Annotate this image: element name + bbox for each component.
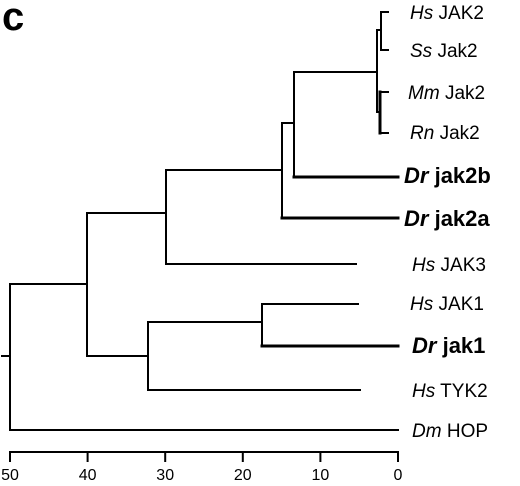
leaf-genus: Ss xyxy=(410,41,433,62)
leaf-genus: Dm xyxy=(412,421,442,442)
leaf-genus: Dr xyxy=(412,333,438,358)
leaf-label: Hs JAK3 xyxy=(412,255,486,276)
leaf-label: Hs JAK2 xyxy=(410,3,484,24)
leaf-label: Dm HOP xyxy=(412,421,488,442)
leaf-gene: Jak2 xyxy=(445,83,485,104)
axis-tick-label: 40 xyxy=(79,467,97,484)
leaf-gene: jak2a xyxy=(434,206,491,231)
leaf-genus: Mm xyxy=(408,83,440,104)
axis-tick-label: 50 xyxy=(1,467,19,484)
leaf-label: Dr jak1 xyxy=(412,333,485,358)
leaf-label: Mm Jak2 xyxy=(408,83,485,104)
axis-tick-label: 0 xyxy=(394,467,403,484)
leaf-genus: Rn xyxy=(410,123,434,144)
leaf-label: Dr jak2a xyxy=(404,206,490,231)
leaf-genus: Hs xyxy=(412,255,436,276)
leaf-gene: Jak2 xyxy=(437,41,477,62)
leaf-genus: Dr xyxy=(404,163,430,188)
leaf-gene: Jak2 xyxy=(440,123,480,144)
axis-tick-label: 20 xyxy=(234,467,252,484)
leaf-gene: JAK2 xyxy=(439,3,484,24)
leaf-genus: Hs xyxy=(410,294,434,315)
leaf-label: Hs JAK1 xyxy=(410,294,484,315)
leaf-gene: HOP xyxy=(447,421,488,442)
leaf-label: Hs TYK2 xyxy=(412,381,488,402)
leaf-gene: jak1 xyxy=(442,333,486,358)
axis-tick-label: 30 xyxy=(156,467,174,484)
leaf-gene: jak2b xyxy=(434,163,491,188)
tree-branches xyxy=(1,11,400,431)
leaf-label: Rn Jak2 xyxy=(410,123,480,144)
leaf-gene: TYK2 xyxy=(440,381,488,402)
panel-label: c xyxy=(2,0,24,39)
leaf-genus: Hs xyxy=(412,381,436,402)
axis-tick-label: 10 xyxy=(312,467,330,484)
leaf-label: Dr jak2b xyxy=(404,163,491,188)
scale-axis: 50 40 30 20 10 0 xyxy=(1,451,403,484)
leaf-label: Ss Jak2 xyxy=(410,41,478,62)
leaf-genus: Hs xyxy=(410,3,434,24)
leaf-gene: JAK1 xyxy=(439,294,484,315)
leaf-genus: Dr xyxy=(404,206,430,231)
leaf-gene: JAK3 xyxy=(441,255,486,276)
